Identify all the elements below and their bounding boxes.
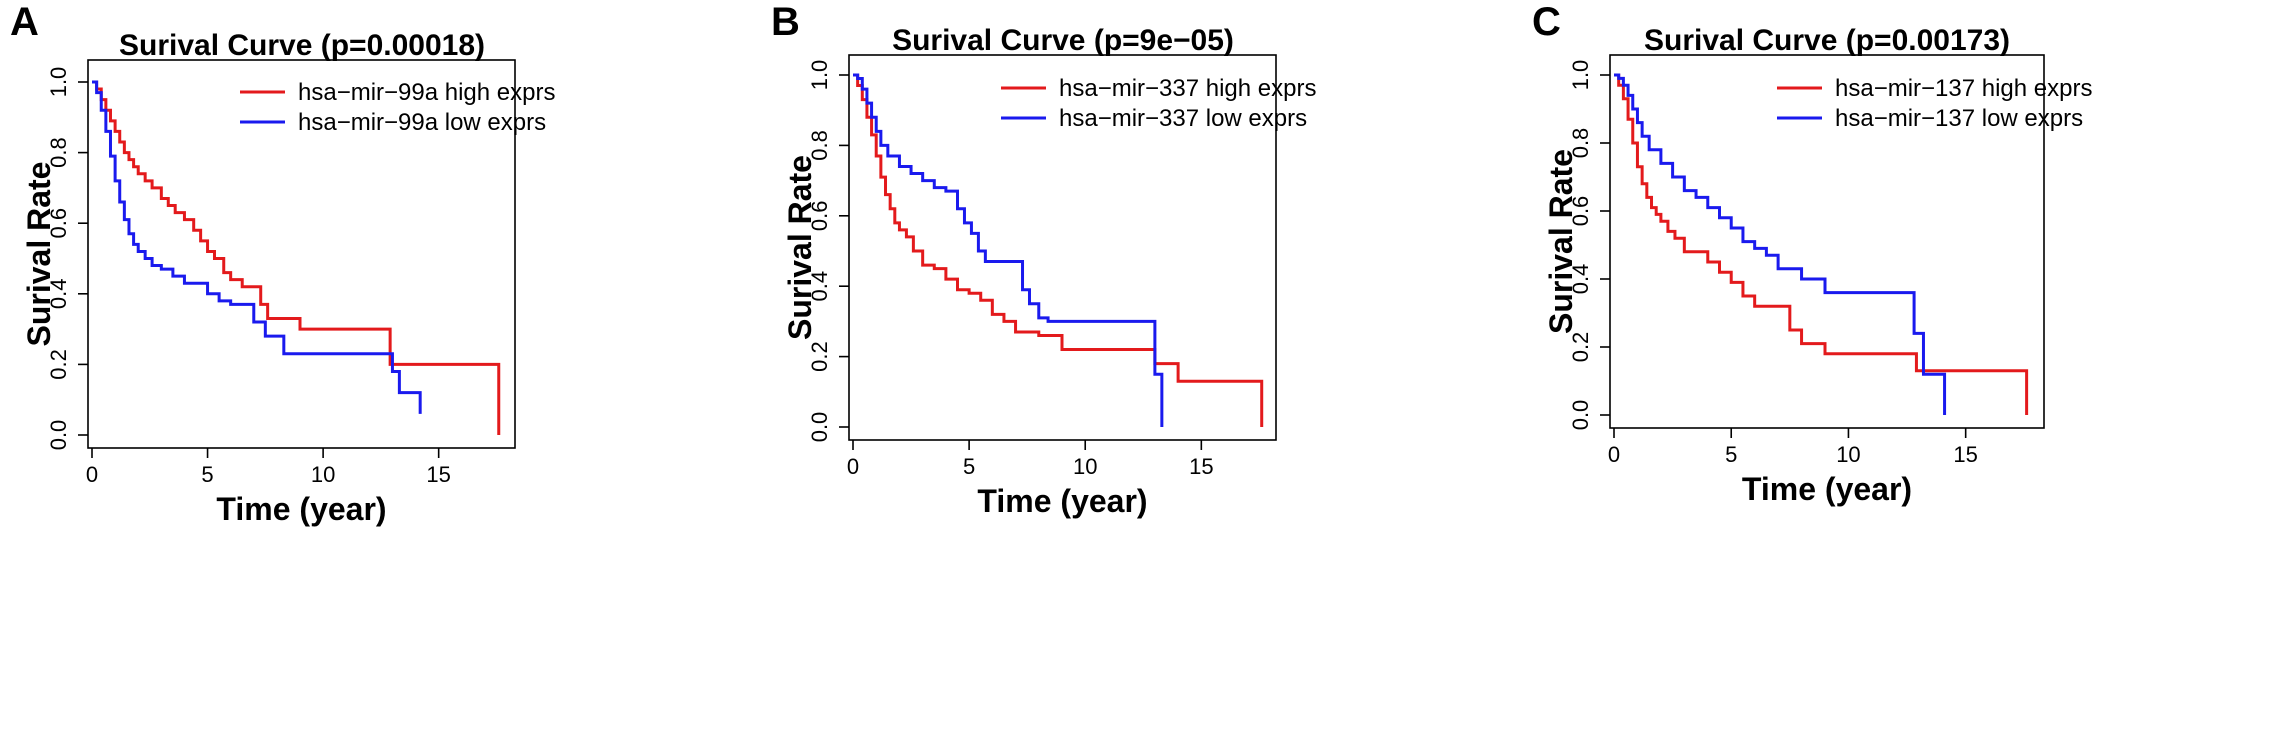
- x-tick-label: 15: [426, 462, 450, 487]
- y-axis-label: Surival Rate: [782, 155, 818, 340]
- y-tick-label: 0.4: [46, 279, 71, 310]
- legend-label: hsa−mir−137 low exprs: [1835, 105, 2083, 132]
- x-axis-label: Time (year): [1742, 471, 1912, 507]
- series-curve-low: [853, 73, 1164, 427]
- x-tick-label: 10: [1836, 442, 1860, 467]
- chart-c: C Surival Curve (p=0.00173) 0 5 10 15 0.0 0.2 0.…: [1532, 0, 2092, 507]
- y-tick-label: 0.6: [46, 208, 71, 239]
- series-curve-low: [1614, 73, 1947, 415]
- chart-title: Surival Curve (p=9e−05): [892, 24, 1234, 57]
- y-tick-label: 0.0: [1568, 400, 1593, 431]
- x-tick-label: 5: [201, 462, 213, 487]
- y-tick-label: 0.6: [1568, 196, 1593, 227]
- x-tick-label: 10: [1073, 454, 1097, 479]
- y-tick-label: 0.6: [807, 201, 832, 232]
- y-tick-label: 0.0: [46, 420, 71, 451]
- panel-a: A Surival Curve (p=0.00018) 0 5 10 15 0.0 0.2 0.…: [0, 0, 761, 750]
- x-axis-label: Time (year): [216, 491, 386, 527]
- plot-frame: [87, 59, 516, 449]
- panel-letter: A: [10, 0, 39, 44]
- x-axis-label: Time (year): [977, 483, 1147, 519]
- panel-c: C Surival Curve (p=0.00173) 0 5 10 15 0.0 0.2 0.…: [1522, 0, 2283, 750]
- panel-letter: C: [1532, 0, 1561, 44]
- legend-label: hsa−mir−99a low exprs: [298, 109, 546, 136]
- x-tick-label: 0: [86, 462, 98, 487]
- panel-b: B Surival Curve (p=9e−05) 0 5 10 15 0.0 0.2 0.4 0…: [761, 0, 1522, 750]
- y-tick-label: 0.0: [807, 412, 832, 443]
- y-tick-label: 0.2: [46, 349, 71, 380]
- y-tick-label: 0.8: [1568, 128, 1593, 159]
- y-tick-label: 1.0: [46, 67, 71, 98]
- y-tick-label: 1.0: [1568, 60, 1593, 91]
- chart-a: A Surival Curve (p=0.00018) 0 5 10 15 0.0 0.2 0.…: [10, 0, 555, 527]
- legend-label: hsa−mir−337 high exprs: [1059, 75, 1316, 102]
- y-axis-label: Surival Rate: [21, 162, 57, 347]
- x-tick-label: 15: [1953, 442, 1977, 467]
- x-tick-label: 0: [1608, 442, 1620, 467]
- chart-title: Surival Curve (p=0.00018): [119, 29, 485, 62]
- plot-frame: [848, 54, 1277, 441]
- x-tick-label: 10: [311, 462, 335, 487]
- x-tick-label: 15: [1189, 454, 1213, 479]
- series-curve-low: [92, 80, 422, 414]
- series-curve-high: [1614, 73, 2029, 415]
- chart-title: Surival Curve (p=0.00173): [1644, 24, 2010, 57]
- series-curve-high: [92, 80, 501, 435]
- y-tick-label: 0.4: [1568, 264, 1593, 295]
- y-tick-label: 0.2: [807, 341, 832, 372]
- legend-label: hsa−mir−137 high exprs: [1835, 75, 2092, 102]
- y-tick-label: 0.2: [1568, 332, 1593, 363]
- chart-b: B Surival Curve (p=9e−05) 0 5 10 15 0.0 0.2 0.4 0…: [771, 0, 1316, 519]
- y-tick-label: 1.0: [807, 60, 832, 91]
- y-axis-label: Surival Rate: [1543, 149, 1579, 334]
- x-tick-label: 5: [963, 454, 975, 479]
- plot-frame: [1609, 54, 2045, 429]
- panel-letter: B: [771, 0, 800, 44]
- legend-label: hsa−mir−99a high exprs: [298, 79, 555, 106]
- y-tick-label: 0.8: [46, 137, 71, 168]
- legend-label: hsa−mir−337 low exprs: [1059, 105, 1307, 132]
- x-tick-label: 0: [847, 454, 859, 479]
- y-tick-label: 0.8: [807, 130, 832, 161]
- x-tick-label: 5: [1725, 442, 1737, 467]
- y-tick-label: 0.4: [807, 271, 832, 302]
- series-curve-high: [853, 73, 1264, 427]
